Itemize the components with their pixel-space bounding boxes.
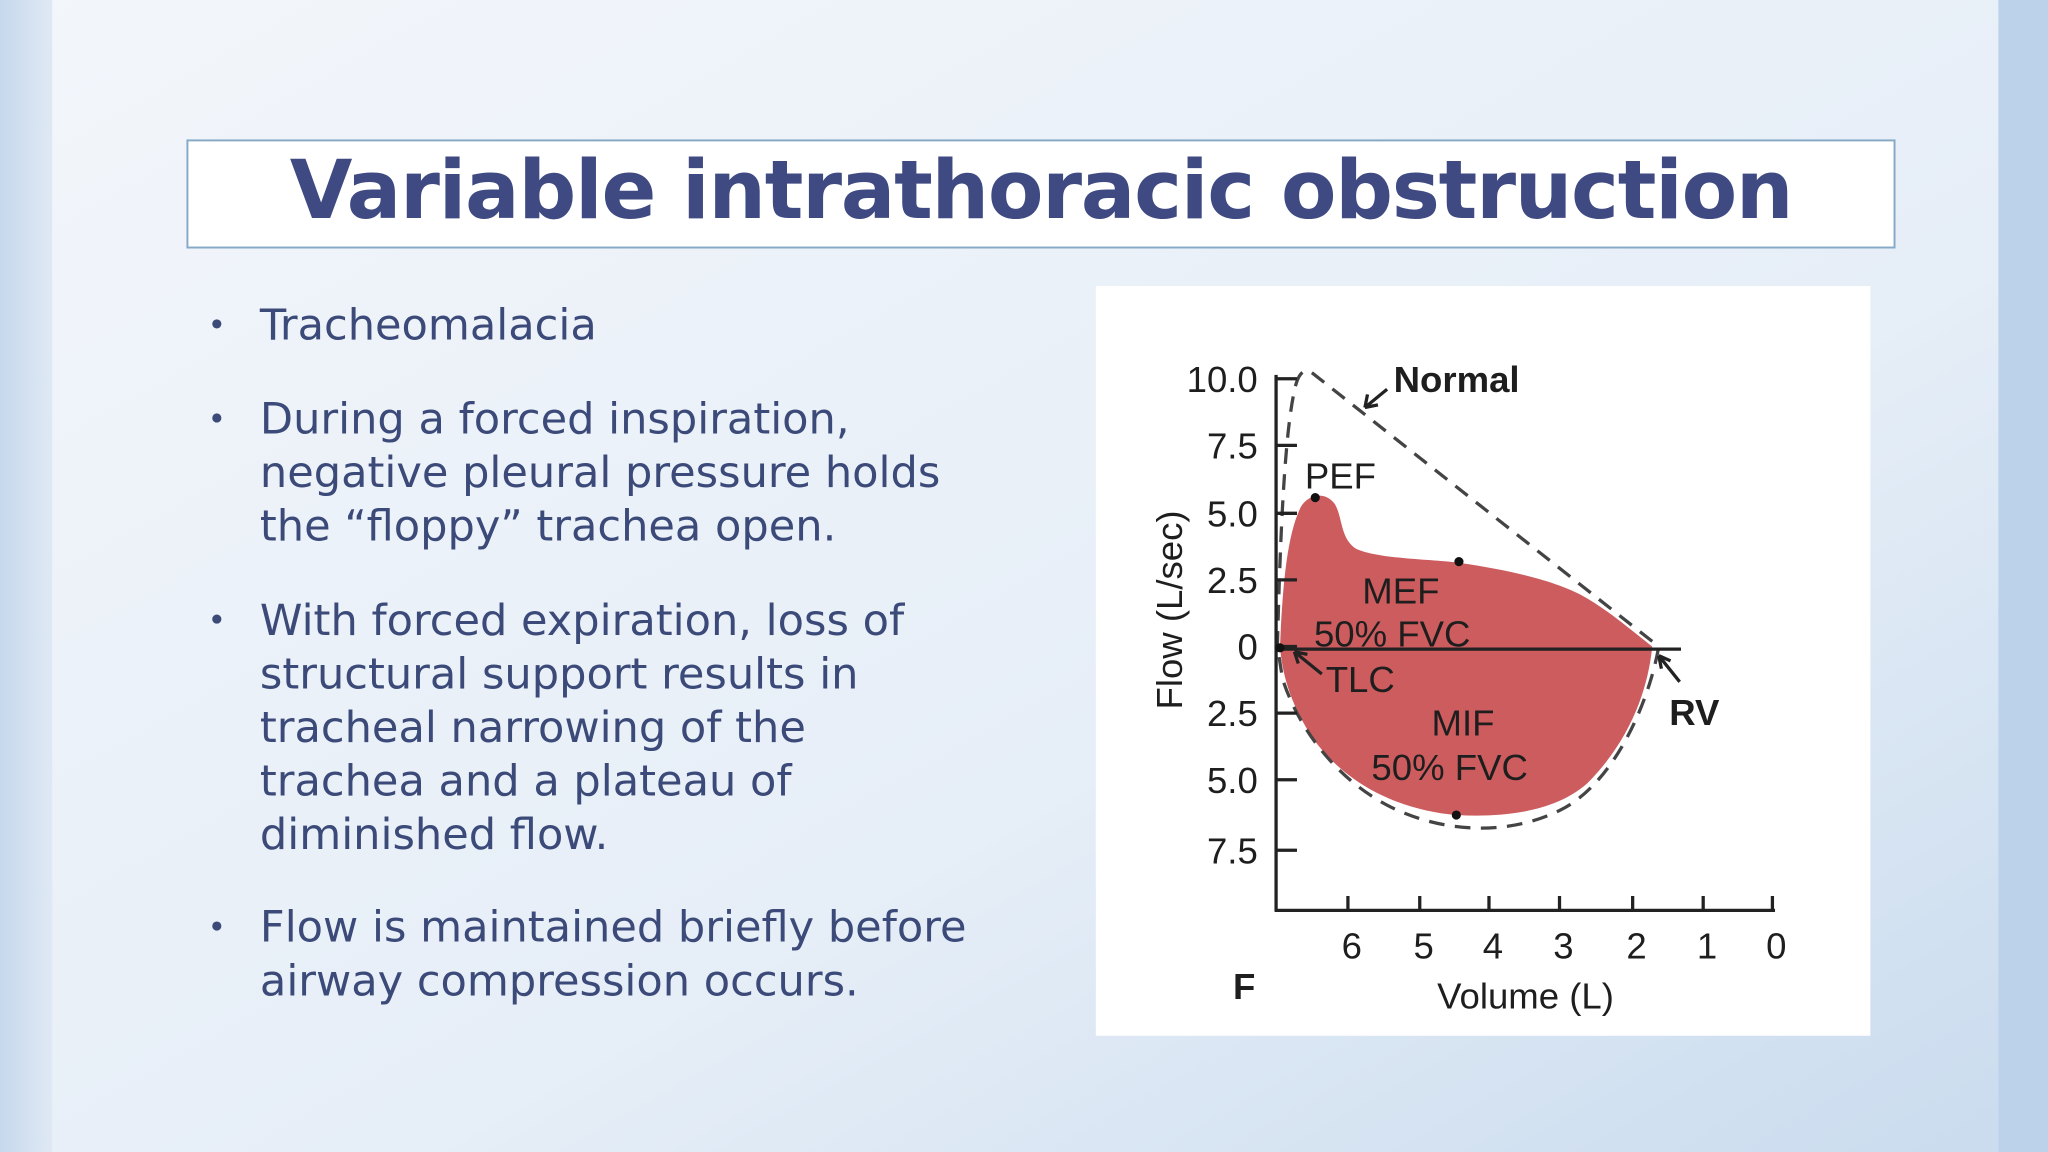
bullet-dot	[212, 413, 222, 423]
mif-point	[1451, 810, 1461, 820]
x-axis-label: Volume (L)	[1437, 975, 1614, 1016]
annotation: 50% FVC	[1371, 747, 1527, 788]
y-tick-label: 0	[1237, 627, 1257, 668]
left-band	[0, 0, 53, 1152]
annotation: MIF	[1432, 702, 1495, 743]
x-tick-label: 4	[1483, 926, 1503, 967]
bullet-line: negative pleural pressure holds	[260, 448, 940, 498]
bullet-line: tracheal narrowing of the	[260, 703, 806, 753]
y-ticks: 10.0 7.5 5.0 2.5 0 2.5 5.0 7.5	[1187, 359, 1297, 871]
bullet-line: trachea and a plateau of	[260, 756, 792, 806]
y-tick-label: 10.0	[1187, 359, 1258, 400]
corner-label: F	[1233, 966, 1255, 1007]
normal-loop	[1275, 368, 1661, 830]
bullet-list: Tracheomalacia During a forced inspiratio…	[212, 301, 967, 1006]
y-tick-label: 7.5	[1207, 830, 1258, 871]
y-tick-label: 7.5	[1207, 425, 1258, 466]
bullet-dot	[212, 921, 222, 931]
right-band	[1998, 0, 2048, 1152]
title: Variable intrathoracic obstruction	[290, 144, 1793, 238]
normal-arrow	[1363, 387, 1389, 410]
bullet-line: airway compression occurs.	[260, 956, 859, 1006]
y-axis-label: Flow (L/sec)	[1149, 510, 1190, 709]
bullet-line: the “floppy” trachea open.	[260, 502, 836, 552]
annotation: TLC	[1326, 659, 1395, 700]
bullet-dot	[212, 319, 222, 329]
annotation: 50% FVC	[1314, 614, 1470, 655]
tlc-point	[1275, 643, 1285, 653]
bullet-line: During a forced inspiration,	[260, 395, 850, 445]
rv-arrow	[1657, 654, 1681, 683]
bullet-line: With forced expiration, loss of	[260, 596, 905, 646]
x-tick-label: 5	[1414, 926, 1434, 967]
tlc-arrow	[1292, 650, 1323, 676]
annotation: MEF	[1362, 570, 1439, 611]
y-tick-label: 2.5	[1207, 560, 1258, 601]
x-ticks: 6 5 4 3 2 1 0	[1342, 895, 1786, 967]
bullet-line: structural support results in	[260, 649, 859, 699]
bullet-line: Tracheomalacia	[259, 301, 597, 351]
bullet-line: Flow is maintained briefly before	[260, 903, 967, 953]
mef-point	[1454, 557, 1464, 567]
x-tick-label: 3	[1553, 926, 1573, 967]
x-tick-label: 2	[1626, 926, 1646, 967]
bullet-line: diminished flow.	[260, 810, 608, 860]
pef-point	[1310, 493, 1320, 503]
y-tick-label: 5.0	[1207, 493, 1258, 534]
annotation: PEF	[1305, 455, 1376, 496]
title-box	[186, 139, 1896, 249]
x-tick-label: 6	[1342, 926, 1362, 967]
obstructed-loop	[1280, 495, 1653, 816]
x-tick-label: 0	[1766, 926, 1786, 967]
x-tick-label: 1	[1697, 926, 1717, 967]
annotation: Normal	[1394, 359, 1520, 400]
bullet-dot	[212, 614, 222, 624]
y-tick-label: 5.0	[1207, 760, 1258, 801]
y-tick-label: 2.5	[1207, 693, 1258, 734]
annotation: RV	[1669, 692, 1720, 733]
figure: 10.0 7.5 5.0 2.5 0 2.5 5.0 7.5 6 5 4 3 2 1 0 Normal P…	[1149, 359, 1786, 1016]
